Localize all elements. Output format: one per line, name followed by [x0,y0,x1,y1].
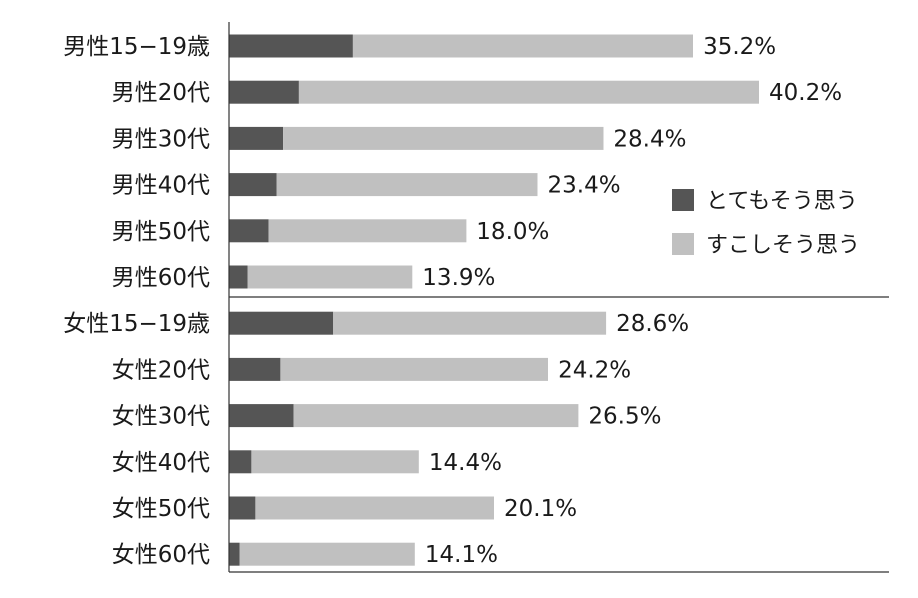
bar-segment-2-row-6 [247,265,413,289]
bar-segment-2-row-8 [280,357,548,381]
bar-segment-2-row-9 [293,404,579,428]
bar-segment-2-row-3 [283,126,604,150]
bar-segment-2-row-10 [251,450,419,474]
bar-segment-1-row-6 [229,265,248,289]
value-label: 14.4% [429,450,502,476]
bar-segment-2-row-2 [298,80,759,104]
bar-segment-1-row-1 [229,34,353,58]
value-label: 23.4% [548,173,621,199]
bar-segment-2-row-4 [276,173,538,197]
bar-segment-2-row-1 [352,34,693,58]
bar-segment-2-row-11 [255,496,494,520]
bar-segment-2-row-12 [239,542,415,566]
bar-segment-2-row-7 [333,311,607,335]
legend-swatch-series-2 [672,233,694,255]
legend-swatch-series-1 [672,189,694,211]
bar-segment-1-row-10 [229,450,252,474]
category-label: 男性60代 [112,265,210,291]
value-labels: 35.2% 40.2% 28.4% 23.4% 18.0% 13.9% 28.6% 24.2%… [422,34,842,568]
bar-segment-1-row-12 [229,542,240,566]
value-label: 20.1% [504,496,577,522]
category-label: 男性40代 [112,173,210,199]
category-label: 女性20代 [112,357,210,383]
category-label: 男性15−19歳 [63,34,210,60]
value-label: 40.2% [769,80,842,106]
category-label: 女性50代 [112,496,210,522]
legend-label-series-1: とてもそう思う [706,189,858,214]
value-label: 24.2% [558,357,631,383]
bar-segment-1-row-7 [229,311,334,335]
legend: とてもそう思う すこしそう思う [672,189,860,258]
bar-segment-1-row-11 [229,496,256,520]
bar-segment-1-row-9 [229,404,294,428]
category-label: 男性50代 [112,219,210,245]
value-label: 28.4% [613,126,686,152]
value-label: 35.2% [703,34,776,60]
value-label: 26.5% [588,404,661,430]
value-label: 14.1% [425,542,498,568]
bar-segment-2-row-5 [268,219,467,243]
bar-segment-1-row-8 [229,357,281,381]
category-labels: 男性15−19歳男性20代男性30代男性40代男性50代男性60代女性15−19… [63,34,210,568]
value-label: 13.9% [422,265,495,291]
value-label: 28.6% [616,311,689,337]
bar-segment-1-row-5 [229,219,269,243]
category-label: 女性15−19歳 [63,311,210,337]
bars-group [229,34,759,566]
value-label: 18.0% [476,219,549,245]
category-label: 男性20代 [112,80,210,106]
category-label: 女性40代 [112,450,210,476]
bar-segment-1-row-3 [229,126,284,150]
legend-label-series-2: すこしそう思う [706,233,860,258]
category-label: 女性60代 [112,542,210,568]
bar-segment-1-row-2 [229,80,299,104]
category-label: 男性30代 [112,126,210,152]
bar-segment-1-row-4 [229,173,277,197]
category-label: 女性30代 [112,404,210,430]
